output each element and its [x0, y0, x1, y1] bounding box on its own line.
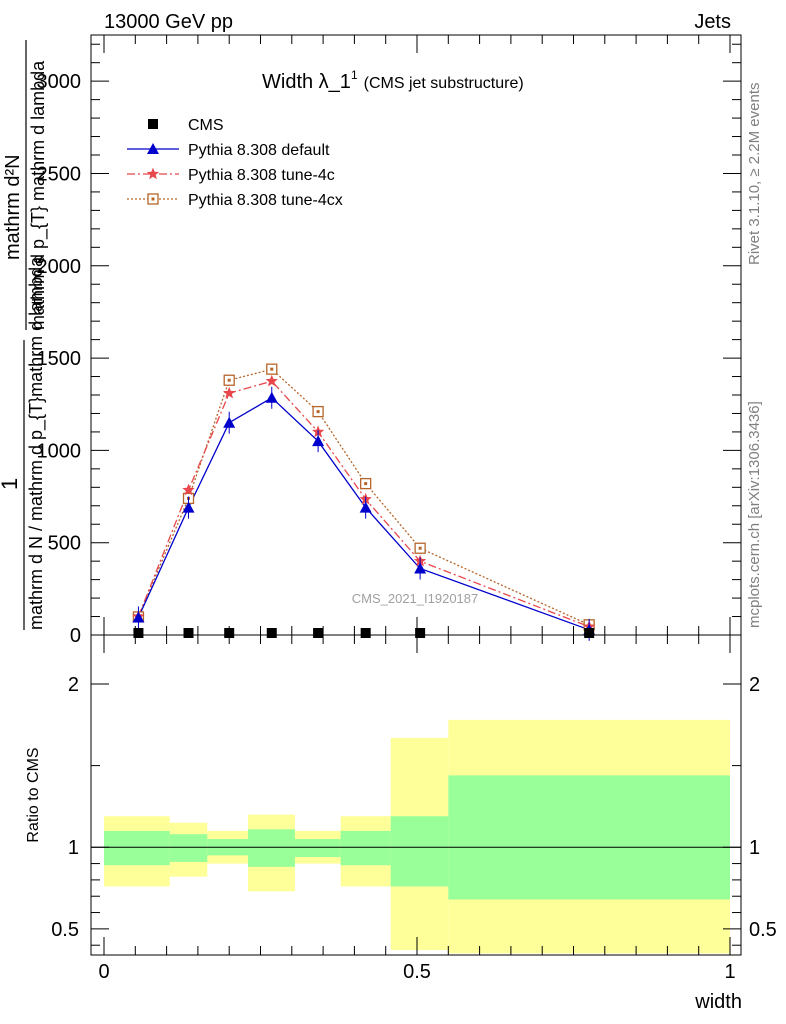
- ratio-inner-band: [247, 829, 295, 867]
- tune4cx-data-point: [223, 374, 235, 386]
- ylabel-denominator: mathrm d N / mathrm d p_{T}mathrm d lamb…: [26, 256, 47, 630]
- ratio-inner-band: [104, 830, 170, 866]
- ratio-panel-ticks: 0.5 0.5 1 1 2 2 0 0.5 1: [51, 635, 777, 983]
- analysis-watermark: CMS_2021_I1920187: [352, 591, 479, 606]
- x-axis-label: width: [694, 991, 742, 1013]
- main-ytick-label: 2000: [37, 256, 82, 278]
- cms-data-point: [313, 628, 324, 638]
- main-ytick-label: 500: [48, 533, 81, 555]
- ratio-ytick-label-left: 2: [68, 674, 79, 696]
- ratio-ytick-label-right: 0.5: [749, 919, 777, 941]
- main-ytick-label: 2500: [37, 163, 82, 185]
- title-sup: 1: [351, 68, 358, 82]
- tune4cx-data-point: [312, 405, 324, 418]
- legend-label: Pythia 8.308 tune-4c: [188, 167, 335, 184]
- cms-data-point: [183, 628, 194, 638]
- chart-title: Width λ_11 (CMS jet substructure): [262, 68, 524, 93]
- legend-label: Pythia 8.308 tune-4cx: [188, 192, 343, 209]
- ratio-ytick-label-right: 2: [749, 674, 760, 696]
- tune4c-data-point: [146, 167, 160, 180]
- cms-data-point: [224, 628, 235, 638]
- main-ytick-label: 1500: [37, 348, 82, 370]
- mcplots-label: mcplots.cern.ch [arXiv:1306.3436]: [746, 401, 763, 628]
- default-data-point: [312, 435, 325, 447]
- default-data-point: [414, 562, 427, 574]
- legend-label: CMS: [188, 117, 224, 134]
- ratio-bands: [91, 719, 741, 954]
- ratio-inner-band: [390, 816, 449, 887]
- ratio-inner-band: [169, 834, 208, 862]
- legend: CMS Pythia 8.308 default Pythia 8.308 tune…: [127, 117, 343, 209]
- main-ylabel: 1 mathrm d N / mathrm d p_{T}mathrm d la…: [0, 40, 49, 630]
- ratio-panel-frame: [90, 634, 742, 956]
- tune4c-data-point: [223, 386, 236, 399]
- tune4cx-data-point: [266, 363, 278, 375]
- default-data-point: [132, 611, 145, 623]
- cms-data-point: [148, 119, 158, 129]
- cms-data-point: [266, 628, 277, 638]
- tune4cx-data-point: [147, 193, 159, 205]
- tune4cx-series-line: [137, 368, 590, 626]
- title-main: Width λ_1: [262, 71, 351, 93]
- cms-data-point: [133, 628, 144, 638]
- ratio-inner-band: [340, 830, 391, 866]
- rivet-label: Rivet 3.1.10, ≥ 2.2M events: [746, 83, 763, 266]
- default-data-point: [265, 391, 278, 403]
- tune4cx-data-point: [414, 542, 426, 554]
- header-left: 13000 GeV pp: [104, 11, 233, 33]
- ratio-ytick-label-left: 0.5: [51, 919, 79, 941]
- cms-data-point: [584, 628, 595, 638]
- main-ytick-label: 1000: [37, 440, 82, 462]
- title-sub: (CMS jet substructure): [364, 75, 524, 92]
- xtick-label: 0.5: [403, 961, 431, 983]
- cms-data-point: [415, 628, 426, 638]
- ylabel-numerator: mathrm d²N: [2, 154, 24, 260]
- main-ytick-label: 3000: [37, 71, 82, 93]
- ratio-ytick-label-left: 1: [68, 837, 79, 859]
- tune4c-data-point: [265, 374, 278, 387]
- main-panel-ticks: 0 500 1000 1500 2000 2500 3000: [37, 35, 741, 647]
- main-panel-series: [132, 363, 596, 641]
- xtick-label: 1: [724, 961, 735, 983]
- ratio-ytick-label-right: 1: [749, 837, 760, 859]
- default-data-point: [147, 143, 159, 154]
- ratio-inner-band: [448, 775, 730, 900]
- header-right: Jets: [694, 11, 731, 33]
- default-data-point: [359, 501, 372, 513]
- default-data-point: [223, 416, 236, 428]
- default-data-point: [182, 501, 195, 513]
- ylabel-one: 1: [0, 478, 22, 490]
- ylabel-frac-denominator: mathrm d p_{T} mathrm d lambda: [28, 60, 49, 330]
- ratio-ylabel: Ratio to CMS: [25, 747, 42, 842]
- cms-data-point: [360, 628, 371, 638]
- tune4c-data-point: [182, 483, 195, 496]
- ratio-inner-band: [294, 839, 341, 858]
- main-ytick-label: 0: [70, 625, 81, 647]
- xtick-label: 0: [98, 961, 109, 983]
- tune4cx-data-point: [360, 477, 372, 490]
- default-series-line: [137, 396, 590, 631]
- legend-label: Pythia 8.308 default: [188, 142, 330, 159]
